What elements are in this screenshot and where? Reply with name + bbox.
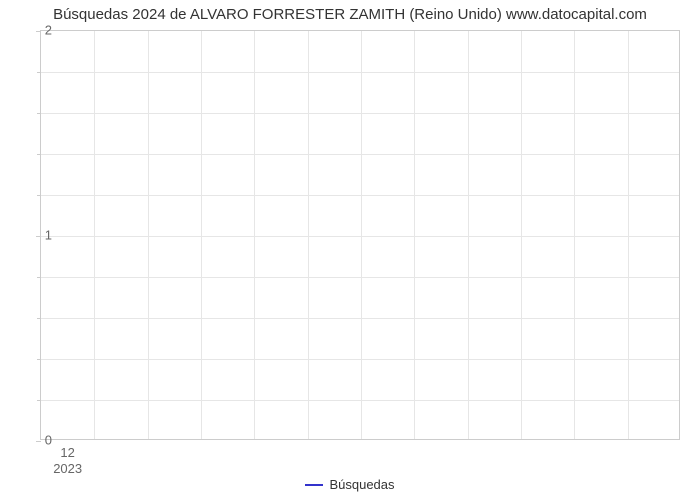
hgridline-minor	[41, 318, 679, 319]
x-tick-label: 12	[60, 445, 74, 460]
hgridline-minor	[41, 277, 679, 278]
vgridline	[254, 31, 255, 439]
legend-swatch	[305, 484, 323, 486]
plot-area: 122023	[40, 30, 680, 440]
y-minor-tick	[37, 400, 41, 401]
legend-label: Búsquedas	[329, 477, 394, 492]
y-tick-label: 1	[12, 228, 52, 243]
y-tick-label: 0	[12, 433, 52, 448]
y-minor-tick	[37, 154, 41, 155]
hgridline-minor	[41, 359, 679, 360]
vgridline	[361, 31, 362, 439]
vgridline	[148, 31, 149, 439]
y-tick-label: 2	[12, 23, 52, 38]
y-minor-tick	[37, 72, 41, 73]
y-minor-tick	[37, 113, 41, 114]
y-minor-tick	[37, 359, 41, 360]
vgridline	[521, 31, 522, 439]
vgridline	[574, 31, 575, 439]
vgridline	[94, 31, 95, 439]
y-minor-tick	[37, 195, 41, 196]
y-minor-tick	[37, 318, 41, 319]
vgridline	[414, 31, 415, 439]
chart-legend: Búsquedas	[0, 476, 700, 492]
y-minor-tick	[37, 277, 41, 278]
hgridline-minor	[41, 400, 679, 401]
hgridline	[41, 236, 679, 237]
vgridline	[628, 31, 629, 439]
vgridline	[308, 31, 309, 439]
hgridline-minor	[41, 72, 679, 73]
hgridline-minor	[41, 113, 679, 114]
x-tick-sublabel: 2023	[53, 461, 82, 476]
hgridline-minor	[41, 154, 679, 155]
chart-title: Búsquedas 2024 de ALVARO FORRESTER ZAMIT…	[0, 0, 700, 27]
hgridline-minor	[41, 195, 679, 196]
vgridline	[468, 31, 469, 439]
vgridline	[201, 31, 202, 439]
plot-container: 122023	[40, 30, 680, 440]
